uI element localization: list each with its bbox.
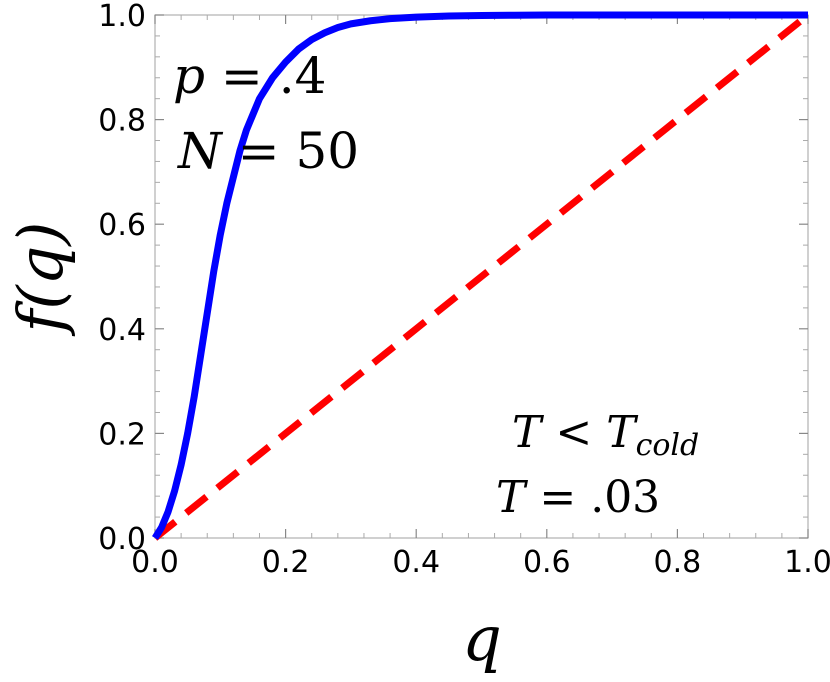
annotation-t-condition: T < Tcold	[512, 407, 699, 463]
x-tick-label: 0.6	[523, 545, 571, 580]
annotation-p: p = .4	[173, 47, 326, 105]
x-axis-title: q	[462, 602, 502, 675]
x-tick-label: 0.8	[654, 545, 702, 580]
y-tick-label: 0.8	[98, 104, 146, 139]
x-tick-label: 1.0	[784, 545, 830, 580]
y-tick-label: 1.0	[98, 0, 146, 34]
y-tick-label: 0.4	[98, 313, 146, 348]
y-tick-label: 0.0	[98, 522, 146, 557]
x-tick-label: 0.2	[262, 545, 310, 580]
y-tick-label: 0.2	[98, 417, 146, 452]
series-line-dashed	[152, 12, 811, 541]
tick-labels: 0.0 0.2 0.4 0.6 0.8 1.0 0.0 0.2 0.4 0.6 0.8 1.0	[98, 0, 830, 580]
y-axis-title: f(q)	[4, 221, 77, 336]
x-tick-label: 0.0	[131, 545, 179, 580]
annotation-t-value: T = .03	[496, 472, 660, 523]
series-line-solid	[152, 11, 808, 540]
y-tick-label: 0.6	[98, 208, 146, 243]
annotation-n: N = 50	[177, 122, 359, 180]
series	[152, 11, 811, 541]
x-tick-label: 0.4	[392, 545, 440, 580]
